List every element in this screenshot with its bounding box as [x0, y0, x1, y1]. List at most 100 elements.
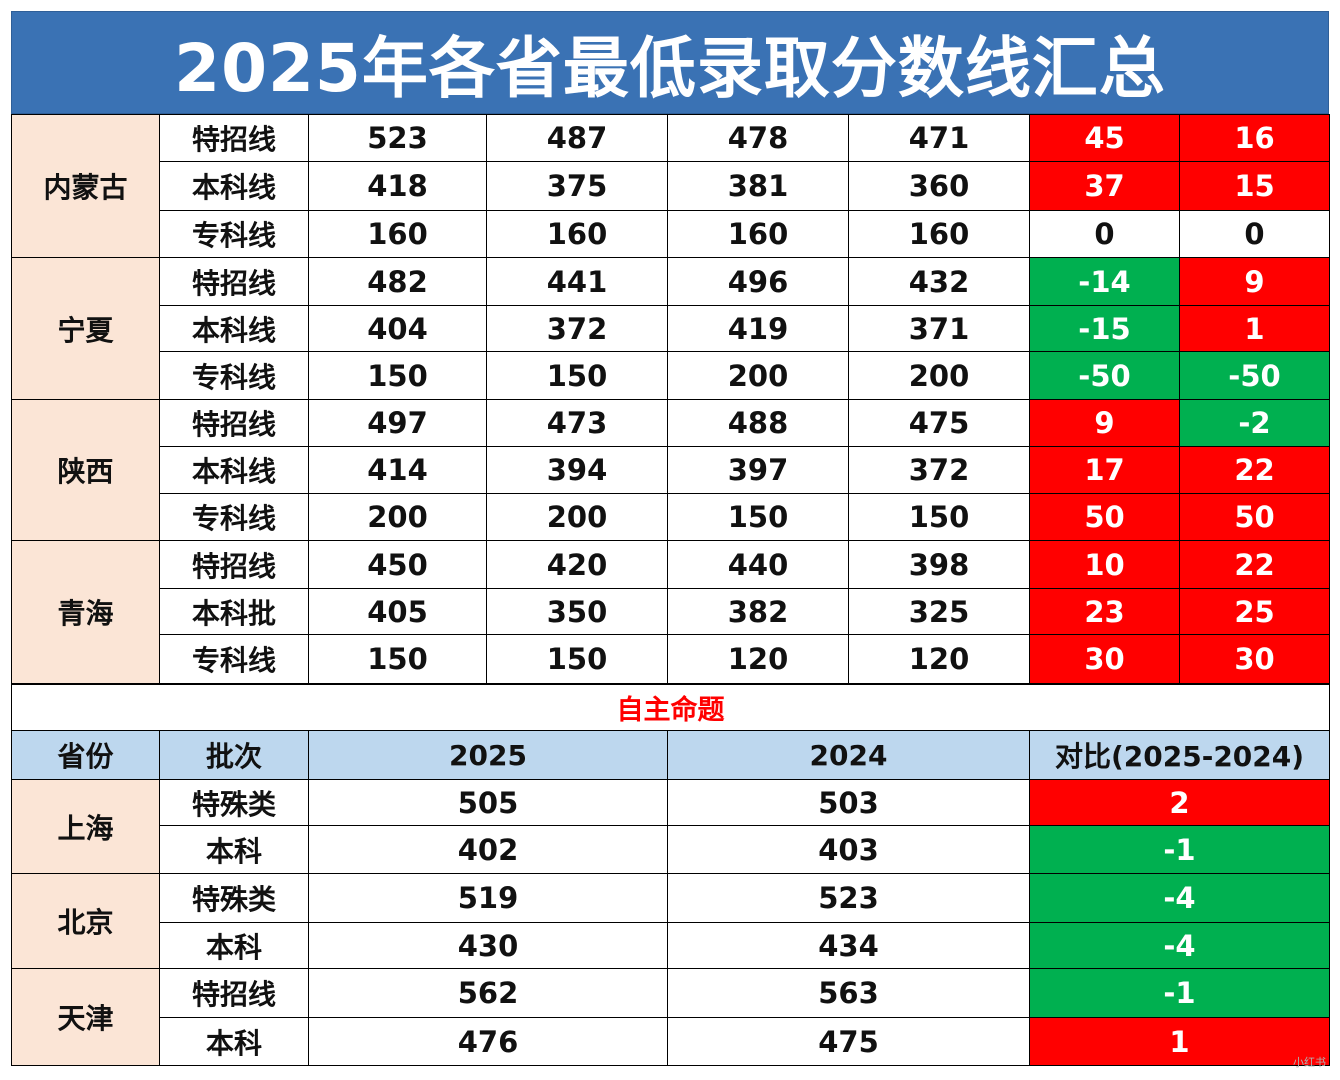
diff-cell: 30 [1179, 634, 1330, 684]
diff-cell: -4 [1028, 873, 1331, 923]
batch-cell: 特招线 [159, 968, 309, 1018]
diff-cell: 0 [1179, 210, 1330, 258]
score-cell: 200 [848, 351, 1030, 400]
score-cell: 394 [486, 446, 668, 494]
score-cell: 150 [308, 351, 487, 400]
score-cell: 478 [667, 114, 849, 162]
batch-cell: 特招线 [159, 257, 309, 306]
diff-cell: -4 [1028, 922, 1331, 969]
diff-cell: -2 [1179, 399, 1330, 447]
diff-cell: 10 [1029, 540, 1180, 589]
score-cell: 360 [848, 161, 1030, 211]
table-row: 北京 特殊类 519 523 -4 [11, 873, 1331, 969]
diff-cell: 45 [1029, 114, 1180, 162]
table-row: 本科 402 403 -1 [12, 825, 1331, 874]
score-cell: 414 [308, 446, 487, 494]
table-row: 青海 特招线 450 420 440 398 10 22 [11, 540, 1330, 684]
score-2024-cell: 434 [667, 922, 1030, 969]
batch-cell: 专科线 [159, 210, 309, 258]
score-cell: 150 [308, 634, 487, 684]
batch-cell: 特招线 [159, 399, 309, 447]
province-cell: 陕西 [11, 399, 160, 541]
table-row: 专科线 160 160 160 160 0 0 [12, 210, 1330, 258]
table-row: 本科线 404 372 419 371 -15 1 [12, 305, 1330, 352]
score-cell: 150 [486, 351, 668, 400]
score-2025-cell: 562 [308, 968, 668, 1018]
diff-cell: 23 [1029, 588, 1180, 635]
diff-cell: 9 [1029, 399, 1180, 447]
diff-cell: -50 [1179, 351, 1330, 400]
score-sheet: 2025年各省最低录取分数线汇总 内蒙古 特招线 523 487 478 471 45 16 本… [10, 11, 1331, 1066]
batch-cell: 特殊类 [159, 873, 309, 923]
table-row: 内蒙古 特招线 523 487 478 471 45 16 [11, 114, 1330, 258]
diff-cell: -1 [1028, 825, 1331, 874]
score-table-group1: 内蒙古 特招线 523 487 478 471 45 16 本科线 418 375 381 360 37 1… [11, 114, 1330, 684]
batch-cell: 特招线 [159, 540, 309, 589]
diff-cell: 2 [1028, 779, 1331, 826]
score-cell: 120 [667, 634, 849, 684]
diff-cell: 25 [1179, 588, 1330, 635]
province-cell: 上海 [11, 779, 160, 874]
header-2024: 2024 [667, 730, 1030, 780]
score-cell: 473 [486, 399, 668, 447]
province-cell: 北京 [11, 873, 160, 969]
diff-cell: 17 [1029, 446, 1180, 494]
diff-cell: 50 [1179, 493, 1330, 541]
header-2025: 2025 [308, 730, 668, 780]
table-row: 本科线 418 375 381 360 37 15 [12, 161, 1330, 211]
score-cell: 450 [308, 540, 487, 589]
score-cell: 120 [848, 634, 1030, 684]
diff-cell: 22 [1179, 540, 1330, 589]
table-row: 专科线 150 150 120 120 30 30 [12, 634, 1330, 684]
batch-cell: 特招线 [159, 114, 309, 162]
score-cell: 200 [308, 493, 487, 541]
batch-cell: 本科 [159, 825, 309, 874]
score-table-group2: 自主命题 省份 批次 2025 2024 对比(2025-2024) 上海 特殊类… [10, 684, 1331, 1066]
score-cell: 325 [848, 588, 1030, 635]
table-row: 陕西 特招线 497 473 488 475 9 -2 [11, 399, 1330, 541]
score-cell: 375 [486, 161, 668, 211]
table-header-row: 省份 批次 2025 2024 对比(2025-2024) [11, 730, 1331, 780]
score-cell: 471 [848, 114, 1030, 162]
score-cell: 381 [667, 161, 849, 211]
diff-cell: -14 [1029, 257, 1180, 306]
batch-cell: 本科 [159, 922, 309, 969]
header-compare: 对比(2025-2024) [1028, 730, 1331, 780]
batch-cell: 本科线 [159, 305, 309, 352]
diff-cell: 15 [1179, 161, 1330, 211]
watermark: 小红书 [1293, 1056, 1326, 1069]
score-cell: 523 [308, 114, 487, 162]
header-province: 省份 [11, 730, 160, 780]
diff-cell: 22 [1179, 446, 1330, 494]
score-cell: 418 [308, 161, 487, 211]
batch-cell: 特殊类 [159, 779, 309, 826]
batch-cell: 本科线 [159, 161, 309, 211]
score-cell: 487 [486, 114, 668, 162]
score-cell: 440 [667, 540, 849, 589]
score-2025-cell: 476 [308, 1017, 668, 1066]
score-cell: 371 [848, 305, 1030, 352]
table-row: 上海 特殊类 505 503 2 [11, 779, 1331, 874]
score-cell: 482 [308, 257, 487, 306]
score-cell: 382 [667, 588, 849, 635]
score-cell: 404 [308, 305, 487, 352]
batch-cell: 本科 [159, 1017, 309, 1066]
score-cell: 497 [308, 399, 487, 447]
table-row: 本科批 405 350 382 325 23 25 [12, 588, 1330, 635]
province-cell: 青海 [11, 540, 160, 684]
score-cell: 420 [486, 540, 668, 589]
diff-cell: 1 [1028, 1017, 1331, 1066]
score-cell: 160 [486, 210, 668, 258]
diff-cell: -15 [1029, 305, 1180, 352]
diff-cell: 37 [1029, 161, 1180, 211]
batch-cell: 本科批 [159, 588, 309, 635]
score-cell: 372 [848, 446, 1030, 494]
score-cell: 398 [848, 540, 1030, 589]
score-cell: 432 [848, 257, 1030, 306]
diff-cell: 1 [1179, 305, 1330, 352]
section-title: 自主命题 [10, 684, 1331, 731]
table-row: 本科 476 475 1 [12, 1017, 1331, 1066]
batch-cell: 专科线 [159, 351, 309, 400]
score-2024-cell: 475 [667, 1017, 1030, 1066]
score-cell: 160 [308, 210, 487, 258]
